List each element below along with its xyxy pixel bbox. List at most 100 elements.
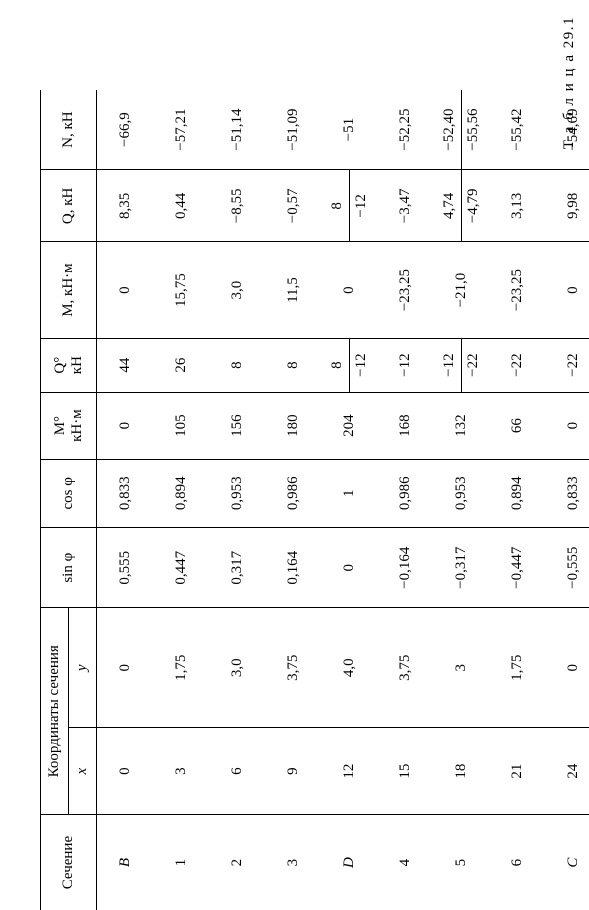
- cell: C: [545, 815, 589, 910]
- cell: −51,14: [209, 90, 265, 170]
- cell: 0,953: [433, 459, 489, 527]
- cell: 0,953: [209, 459, 265, 527]
- cell: −52,25: [377, 90, 433, 170]
- cell: 8: [209, 338, 265, 392]
- cell: 3,75: [377, 608, 433, 728]
- col-y: y: [69, 608, 97, 728]
- table-row: 263,00,3170,95315683,0−8,55−51,14: [209, 90, 265, 910]
- cell: 8,35: [97, 170, 154, 242]
- cell: 3: [153, 728, 209, 815]
- cell: −12−22: [433, 338, 489, 392]
- cell: −0,555: [545, 528, 589, 608]
- cell: D: [321, 815, 377, 910]
- table-row: 393,750,1640,986180811,5−0,57−51,09: [265, 90, 321, 910]
- cell: 8−12: [321, 170, 377, 242]
- cell: −23,25: [377, 242, 433, 338]
- cell: 4,0: [321, 608, 377, 728]
- cell: 18: [433, 728, 489, 815]
- cell: 1,75: [489, 608, 545, 728]
- cell: 0,894: [153, 459, 209, 527]
- cell: 132: [433, 392, 489, 459]
- cell: 0,44: [153, 170, 209, 242]
- cell: −12: [377, 338, 433, 392]
- col-section: Сечение: [41, 815, 97, 910]
- cell: 9: [265, 728, 321, 815]
- cell: 3,75: [265, 608, 321, 728]
- cell: 21: [489, 728, 545, 815]
- cell: 6: [489, 815, 545, 910]
- table-row: D124,0012048−1208−12−51: [321, 90, 377, 910]
- cell: −0,57: [265, 170, 321, 242]
- cell: 0,555: [97, 528, 154, 608]
- col-x: x: [69, 728, 97, 815]
- table-row: 4153,75−0,1640,986168−12−23,25−3,47−52,2…: [377, 90, 433, 910]
- cell: 0,164: [265, 528, 321, 608]
- cell: 12: [321, 728, 377, 815]
- cell: 180: [265, 392, 321, 459]
- cell: −54,69: [545, 90, 589, 170]
- cell: 3,13: [489, 170, 545, 242]
- cell: 105: [153, 392, 209, 459]
- cell: −0,164: [377, 528, 433, 608]
- cell: 168: [377, 392, 433, 459]
- cell: −8,55: [209, 170, 265, 242]
- col-Q0: Q° кН: [41, 338, 97, 392]
- cell: 11,5: [265, 242, 321, 338]
- cell: −0,317: [433, 528, 489, 608]
- cell: 3: [265, 815, 321, 910]
- cell: 0,317: [209, 528, 265, 608]
- cell: −51,09: [265, 90, 321, 170]
- cell: 66: [489, 392, 545, 459]
- cell: 1: [153, 815, 209, 910]
- table-29-1: Сечение Координаты сечения sin φ cos φ M…: [40, 90, 589, 910]
- cell: 0: [97, 242, 154, 338]
- cell: 0: [97, 608, 154, 728]
- cell: 0: [321, 242, 377, 338]
- cell: 1,75: [153, 608, 209, 728]
- cell: B: [97, 815, 154, 910]
- cell: 0,833: [545, 459, 589, 527]
- table-row: 5183−0,3170,953132−12−22−21,04,74−4,79−5…: [433, 90, 489, 910]
- table-row: B000,5550,83304408,35−66,9: [97, 90, 154, 910]
- col-M0: M° кН·м: [41, 392, 97, 459]
- cell: 6: [209, 728, 265, 815]
- cell: 24: [545, 728, 589, 815]
- cell: −3,47: [377, 170, 433, 242]
- col-M: M, кН·м: [41, 242, 97, 338]
- col-cosphi: cos φ: [41, 459, 97, 527]
- cell: 0,447: [153, 528, 209, 608]
- table-row: C240−0,5550,8330−2209,98−54,69: [545, 90, 589, 910]
- cell: 0,833: [97, 459, 154, 527]
- cell: −66,9: [97, 90, 154, 170]
- cell: 0: [97, 392, 154, 459]
- cell: −22: [545, 338, 589, 392]
- cell: 3,0: [209, 608, 265, 728]
- cell: 5: [433, 815, 489, 910]
- cell: 3,0: [209, 242, 265, 338]
- cell: 0,986: [265, 459, 321, 527]
- cell: 15: [377, 728, 433, 815]
- cell: −23,25: [489, 242, 545, 338]
- cell: 4,74−4,79: [433, 170, 489, 242]
- cell: 9,98: [545, 170, 589, 242]
- cell: 26: [153, 338, 209, 392]
- cell: −55,42: [489, 90, 545, 170]
- col-Q: Q, кН: [41, 170, 97, 242]
- cell: 0: [545, 608, 589, 728]
- cell: 8: [265, 338, 321, 392]
- cell: 1: [321, 459, 377, 527]
- table-row: 6211,75−0,4470,89466−22−23,253,13−55,42: [489, 90, 545, 910]
- cell: 0,894: [489, 459, 545, 527]
- cell: −22: [489, 338, 545, 392]
- cell: 0: [321, 528, 377, 608]
- cell: −57,21: [153, 90, 209, 170]
- cell: −0,447: [489, 528, 545, 608]
- cell: 204: [321, 392, 377, 459]
- col-coords-group: Координаты сечения: [41, 608, 69, 815]
- cell: 0: [545, 242, 589, 338]
- cell: 15,75: [153, 242, 209, 338]
- cell: 0,986: [377, 459, 433, 527]
- cell: −21,0: [433, 242, 489, 338]
- cell: 2: [209, 815, 265, 910]
- cell: −51: [321, 90, 377, 170]
